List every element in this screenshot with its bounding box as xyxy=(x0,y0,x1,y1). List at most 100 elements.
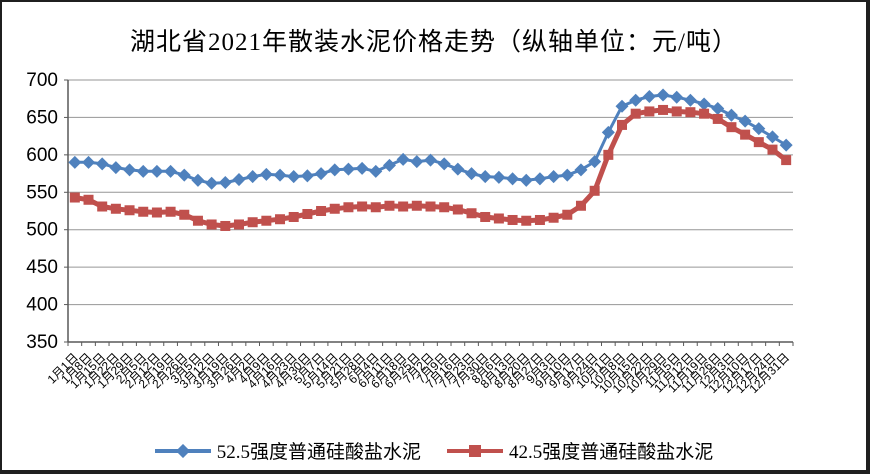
data-point-diamond xyxy=(423,153,438,167)
data-point-square xyxy=(507,214,518,225)
data-point-diamond xyxy=(123,163,137,177)
data-point-square xyxy=(685,107,696,118)
data-point-diamond xyxy=(410,155,424,169)
axes xyxy=(67,80,794,346)
data-point-square xyxy=(644,106,655,117)
data-point-diamond xyxy=(164,164,178,178)
data-point-square xyxy=(534,214,545,225)
data-point-diamond xyxy=(478,170,492,184)
data-point-diamond xyxy=(177,168,191,182)
data-point-square xyxy=(671,106,682,117)
data-point-diamond xyxy=(437,157,451,171)
data-point-square xyxy=(439,202,450,213)
data-point-square xyxy=(726,122,737,133)
data-point-square xyxy=(521,215,532,226)
data-point-square xyxy=(753,137,764,148)
data-point-diamond xyxy=(670,90,684,104)
data-point-diamond xyxy=(615,99,629,113)
data-point-diamond xyxy=(259,167,273,181)
legend-item-42-5: 42.5强度普通硅酸盐水泥 xyxy=(447,437,713,464)
data-point-diamond xyxy=(218,176,232,190)
data-point-diamond xyxy=(451,162,465,176)
series-42-5 xyxy=(69,104,792,231)
data-point-square xyxy=(452,204,463,215)
data-point-diamond xyxy=(95,157,109,171)
data-point-square xyxy=(192,215,203,226)
data-point-square xyxy=(658,104,669,115)
data-point-diamond xyxy=(560,168,574,182)
data-point-diamond xyxy=(588,155,602,169)
data-point-diamond xyxy=(382,158,396,172)
data-point-square xyxy=(97,201,108,212)
data-point-square xyxy=(712,113,723,124)
data-point-square xyxy=(575,200,586,211)
data-point-square xyxy=(220,220,231,231)
data-point-diamond xyxy=(724,108,738,122)
data-point-square xyxy=(343,202,354,213)
data-point-square xyxy=(781,155,792,166)
data-point-square xyxy=(165,206,176,217)
data-point-diamond xyxy=(711,101,725,115)
data-point-square xyxy=(480,211,491,222)
y-tick-label: 650 xyxy=(26,107,58,128)
data-point-diamond xyxy=(519,173,533,187)
data-point-diamond xyxy=(191,173,205,187)
data-point-diamond xyxy=(547,170,561,184)
data-point-diamond xyxy=(396,152,410,166)
data-point-diamond xyxy=(369,164,383,178)
data-point-diamond xyxy=(642,89,656,103)
data-point-square xyxy=(411,200,422,211)
data-point-diamond xyxy=(574,163,588,177)
data-point-diamond xyxy=(150,164,164,178)
y-tick-label: 600 xyxy=(26,145,58,166)
data-point-diamond xyxy=(273,168,287,182)
data-point-diamond xyxy=(752,122,766,136)
data-point-diamond xyxy=(697,97,711,111)
y-tick-label: 500 xyxy=(26,220,58,241)
data-point-square xyxy=(247,217,258,228)
data-point-diamond xyxy=(601,125,615,139)
data-point-diamond xyxy=(533,172,547,186)
data-point-square xyxy=(110,203,121,214)
y-axis-tick-labels: 350 400 450 500 550 600 650 700 xyxy=(26,70,58,353)
y-tick-label: 700 xyxy=(26,70,58,91)
data-point-square xyxy=(398,201,409,212)
data-point-diamond xyxy=(492,170,506,184)
data-point-diamond xyxy=(82,155,96,169)
data-point-diamond xyxy=(506,172,520,186)
y-tick-label: 550 xyxy=(26,182,58,203)
legend-label-42-5: 42.5强度普通硅酸盐水泥 xyxy=(509,442,714,463)
data-point-diamond xyxy=(328,163,342,177)
plot-area: 350 400 450 500 550 600 650 700 1月1日1月8日1月15日1月2… xyxy=(26,70,794,396)
data-point-diamond xyxy=(109,161,123,175)
data-point-square xyxy=(617,119,628,130)
data-point-diamond xyxy=(287,170,301,184)
series-52-5 xyxy=(68,88,793,190)
data-point-diamond xyxy=(765,130,779,144)
data-point-diamond xyxy=(779,138,793,152)
data-point-diamond xyxy=(656,88,670,102)
data-point-diamond xyxy=(738,114,752,128)
y-tick-label: 450 xyxy=(26,257,58,278)
data-point-diamond xyxy=(68,155,82,169)
chart-title: 湖北省2021年散装水泥价格走势（纵轴单位：元/吨） xyxy=(130,29,738,56)
data-point-diamond xyxy=(205,176,219,190)
legend-label-52-5: 52.5强度普通硅酸盐水泥 xyxy=(216,442,421,463)
data-point-square xyxy=(493,213,504,224)
data-point-diamond xyxy=(683,93,697,107)
data-point-square xyxy=(384,200,395,211)
data-point-square xyxy=(370,202,381,213)
data-point-square xyxy=(179,209,190,220)
data-point-square xyxy=(261,215,272,226)
data-point-square xyxy=(329,203,340,214)
data-point-square xyxy=(138,206,149,217)
data-point-diamond xyxy=(232,173,246,187)
legend-item-52-5: 52.5强度普通硅酸盐水泥 xyxy=(154,437,421,464)
chart-legend: 52.5强度普通硅酸盐水泥 42.5强度普通硅酸盐水泥 xyxy=(2,437,866,464)
data-point-square xyxy=(630,108,641,119)
y-tick-label: 400 xyxy=(26,295,58,316)
line-diamond-marker-icon xyxy=(154,443,211,458)
data-point-square xyxy=(548,212,559,223)
data-point-diamond xyxy=(300,169,314,183)
